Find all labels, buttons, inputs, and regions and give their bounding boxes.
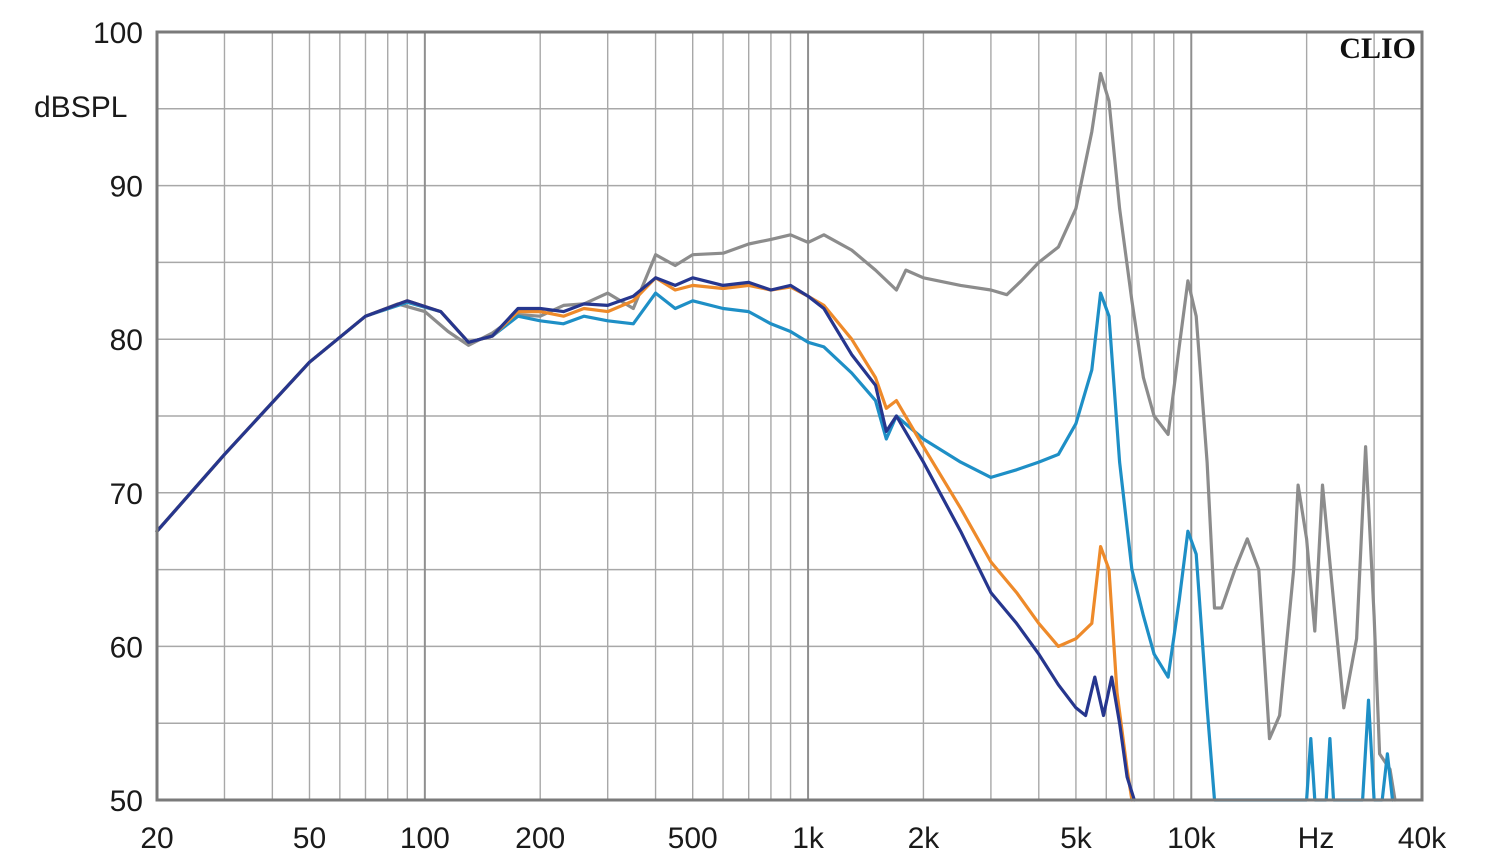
series-layer xyxy=(155,71,1397,802)
x-axis-unit-label: Hz xyxy=(1298,822,1335,855)
y-tick-label: 80 xyxy=(110,324,143,357)
x-tick-label: 20 xyxy=(140,822,173,855)
series-line-4 xyxy=(155,276,1136,802)
y-tick-label: 90 xyxy=(110,171,143,204)
y-tick-label: 70 xyxy=(110,478,143,511)
plot-frame xyxy=(155,30,1424,802)
x-tick-label: 50 xyxy=(293,822,326,855)
y-axis-unit-label: dBSPL xyxy=(34,91,127,124)
y-axis-tick-labels: 50 60 70 80 90 100 xyxy=(93,17,143,818)
grid-lines xyxy=(157,32,1422,800)
y-tick-label: 50 xyxy=(110,785,143,818)
y-tick-label: 60 xyxy=(110,631,143,664)
x-tick-label: 200 xyxy=(515,822,565,855)
x-tick-label: 10k xyxy=(1167,822,1216,855)
x-tick-label: 100 xyxy=(400,822,450,855)
x-axis-tick-labels: 20 50 100 200 500 1k 2k 5k 10k 40k xyxy=(140,822,1447,855)
x-tick-label: 40k xyxy=(1398,822,1447,855)
x-tick-label: 2k xyxy=(908,822,941,855)
clio-brand-label: CLIO xyxy=(1339,32,1416,65)
x-tick-label: 5k xyxy=(1060,822,1093,855)
series-line-1 xyxy=(155,71,1397,802)
x-tick-label: 1k xyxy=(792,822,825,855)
series-line-2 xyxy=(155,291,1395,802)
x-tick-label: 500 xyxy=(668,822,718,855)
y-tick-label: 100 xyxy=(93,17,143,50)
